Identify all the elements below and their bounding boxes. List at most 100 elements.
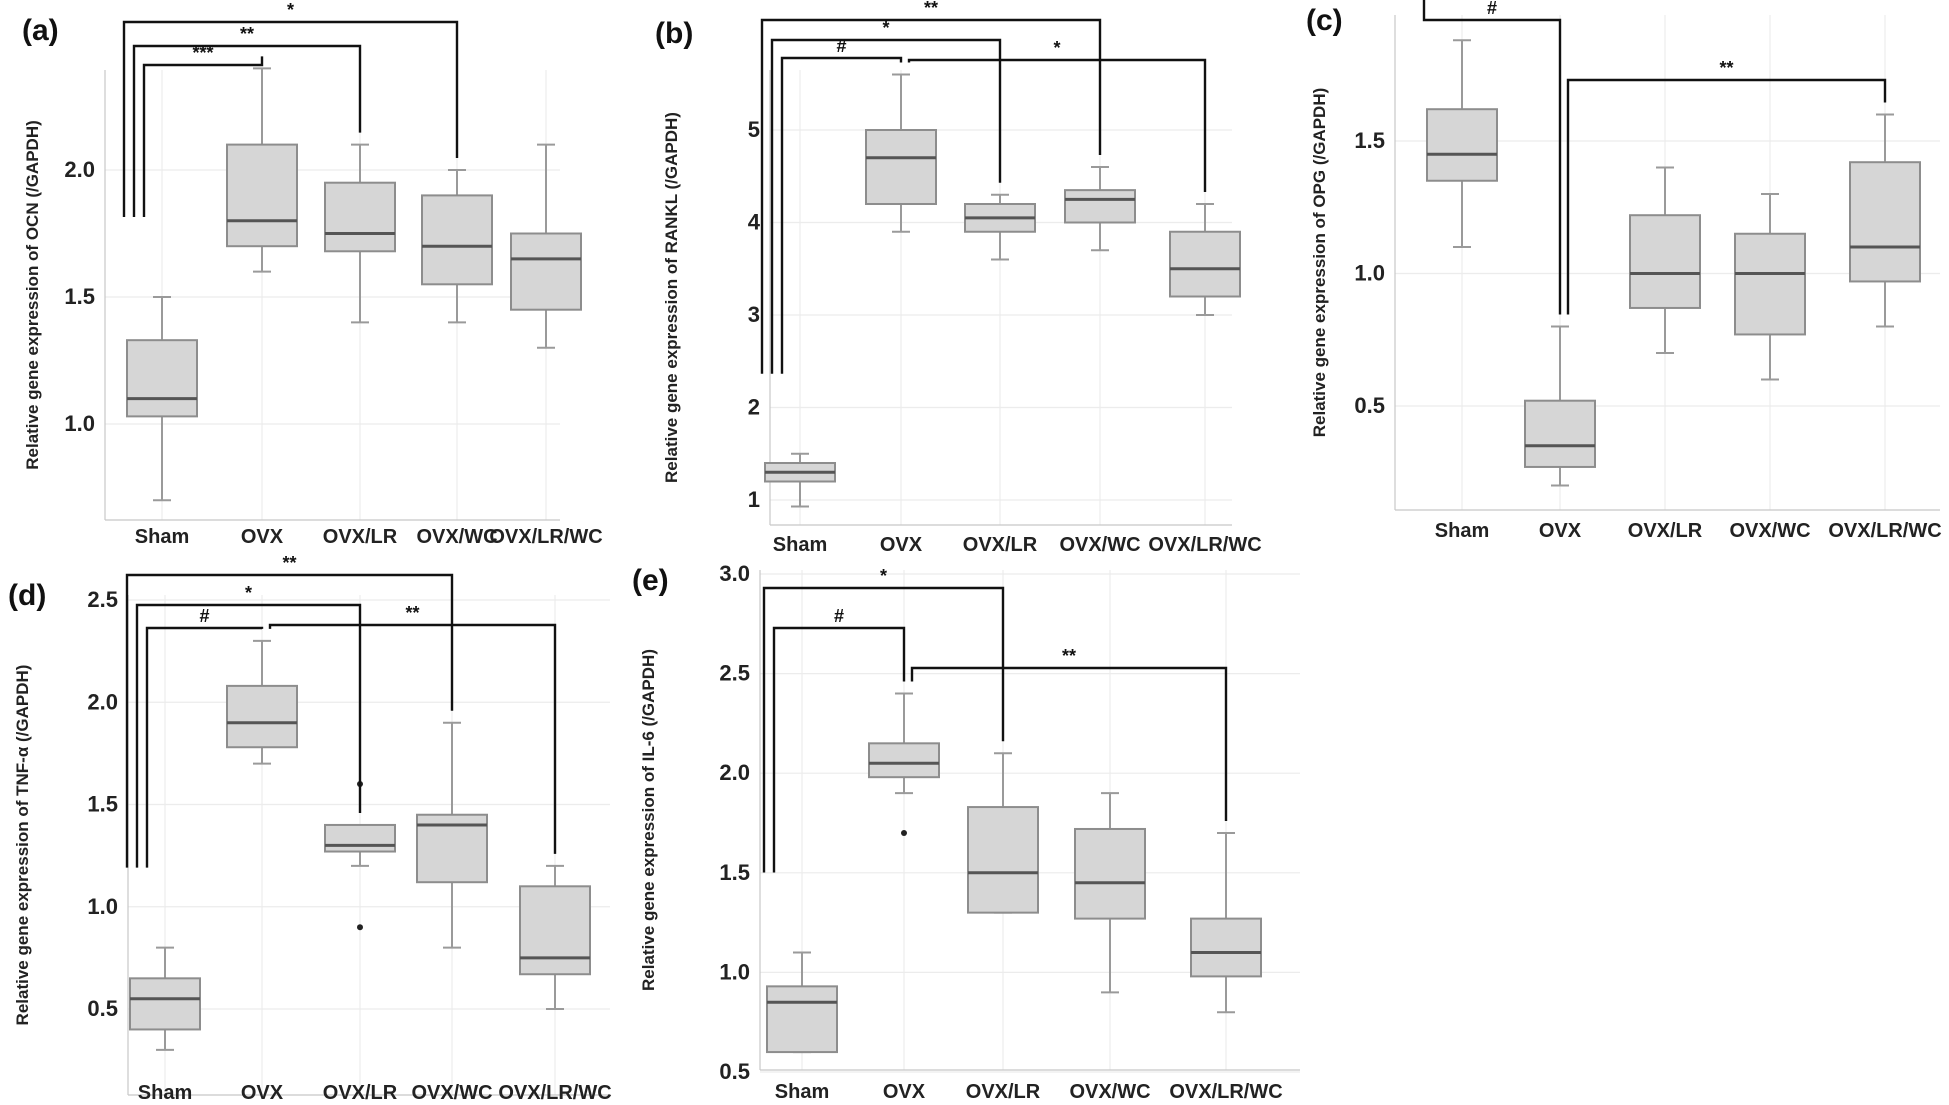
- x-tick-label: OVX: [880, 534, 923, 556]
- significance-bracket: **: [1566, 58, 1887, 315]
- panel-label: (e): [632, 564, 669, 597]
- significance-bracket: **: [132, 24, 362, 217]
- box-iqr: [865, 129, 937, 205]
- significance-bracket: *: [762, 566, 1005, 873]
- significance-label: **: [282, 553, 296, 573]
- box-sham: [764, 452, 836, 508]
- significance-label: #: [1487, 0, 1497, 18]
- box-iqr: [1734, 232, 1806, 336]
- x-tick-label: OVX: [241, 1082, 284, 1104]
- box-iqr: [967, 806, 1039, 914]
- y-tick-label: 2.0: [87, 689, 118, 714]
- box-sham: [1426, 39, 1498, 248]
- box-iqr: [226, 143, 298, 248]
- outlier-point: [901, 829, 907, 836]
- box-ovx-lr: [324, 781, 396, 931]
- significance-bracket: *: [135, 583, 362, 868]
- significance-bracket: *: [770, 18, 1002, 374]
- box-iqr: [519, 885, 591, 976]
- x-tick-label: OVX/LR: [963, 534, 1038, 556]
- box-iqr: [421, 194, 493, 286]
- bracket-line: [780, 56, 903, 374]
- bracket-line: [125, 573, 454, 868]
- y-tick-label: 2: [748, 395, 760, 420]
- box-iqr: [129, 977, 201, 1031]
- box-iqr: [1074, 827, 1146, 920]
- box-iqr: [1190, 917, 1262, 978]
- chart-panel-5: (e) Relative gene expression of IL-6 (/GA…: [632, 561, 1300, 1103]
- y-tick-label: 0.5: [719, 1059, 750, 1084]
- bracket-line: [145, 626, 264, 868]
- significance-bracket: #: [772, 606, 906, 873]
- y-tick-label: 1.0: [1354, 261, 1385, 286]
- x-tick-label: OVX/LR: [1628, 520, 1703, 542]
- box-ovx: [868, 692, 940, 836]
- y-tick-label: 2.5: [719, 661, 750, 686]
- y-tick-label: 2.5: [87, 587, 118, 612]
- box-ovx-wc: [1064, 166, 1136, 252]
- significance-label: *: [287, 0, 294, 20]
- x-tick-label: OVX/LR: [966, 1081, 1041, 1103]
- x-tick-label: OVX: [1539, 520, 1582, 542]
- bracket-line: [1566, 78, 1887, 315]
- significance-label: **: [240, 24, 254, 44]
- x-tick-label: OVX/LR: [323, 526, 398, 548]
- panel-label: (d): [8, 579, 46, 612]
- significance-label: #: [199, 606, 209, 626]
- significance-bracket: **: [910, 646, 1228, 821]
- bracket-line: [135, 603, 362, 868]
- x-tick-label: OVX/LR/WC: [1169, 1081, 1282, 1103]
- significance-bracket: *: [907, 38, 1207, 192]
- y-tick-label: 3: [748, 302, 760, 327]
- x-tick-label: OVX/LR/WC: [1148, 534, 1261, 556]
- x-tick-label: OVX/WC: [1729, 520, 1810, 542]
- x-tick-label: OVX/LR: [323, 1082, 398, 1104]
- significance-bracket: #: [780, 36, 903, 374]
- y-axis-label: Relative gene expression of TNF-α (/GAPD…: [13, 665, 32, 1026]
- x-tick-label: OVX/WC: [1069, 1081, 1150, 1103]
- y-tick-label: 0.5: [87, 996, 118, 1021]
- bracket-line: [268, 623, 557, 854]
- box-iqr: [226, 684, 298, 749]
- x-tick-label: Sham: [1435, 520, 1489, 542]
- significance-label: *: [880, 566, 887, 586]
- box-ovx-lr: [967, 752, 1039, 914]
- box-iqr: [324, 823, 396, 853]
- box-ovx-lr-wc: [1849, 113, 1921, 328]
- x-tick-label: OVX/LR/WC: [498, 1082, 611, 1104]
- panel-label: (a): [22, 14, 59, 47]
- significance-bracket: *: [122, 0, 459, 217]
- y-tick-label: 1.5: [64, 284, 95, 309]
- x-tick-label: Sham: [775, 1081, 829, 1103]
- box-iqr: [510, 232, 582, 311]
- box-ovx-lr-wc: [1169, 203, 1241, 316]
- significance-bracket: **: [125, 553, 454, 868]
- significance-label: #: [836, 36, 846, 56]
- significance-label: *: [245, 583, 252, 603]
- y-axis-label: Relative gene expression of OPG (/GAPDH): [1310, 88, 1329, 438]
- significance-label: **: [1719, 58, 1733, 78]
- significance-label: #: [834, 606, 844, 626]
- y-tick-label: 1.5: [719, 860, 750, 885]
- bracket-line: [762, 586, 1005, 873]
- box-sham: [129, 946, 201, 1051]
- box-ovx-wc: [421, 169, 493, 324]
- y-tick-label: 1.0: [64, 411, 95, 436]
- box-ovx-lr: [964, 193, 1036, 261]
- bracket-line: [142, 56, 264, 217]
- significance-label: *: [882, 18, 889, 38]
- y-tick-label: 0.5: [1354, 393, 1385, 418]
- y-tick-label: 1.0: [719, 959, 750, 984]
- significance-label: **: [1062, 646, 1076, 666]
- box-ovx: [226, 639, 298, 765]
- y-axis-label: Relative gene expression of OCN (/GAPDH): [23, 120, 42, 470]
- x-tick-label: OVX: [241, 526, 284, 548]
- bracket-line: [907, 58, 1207, 192]
- y-tick-label: 5: [748, 117, 760, 142]
- bracket-line: [122, 20, 459, 217]
- bracket-line: [770, 38, 1002, 374]
- significance-bracket: **: [268, 603, 557, 854]
- chart-panel-1: (a) Relative gene expression of OCN (/GAP…: [22, 0, 603, 548]
- x-tick-label: Sham: [773, 534, 827, 556]
